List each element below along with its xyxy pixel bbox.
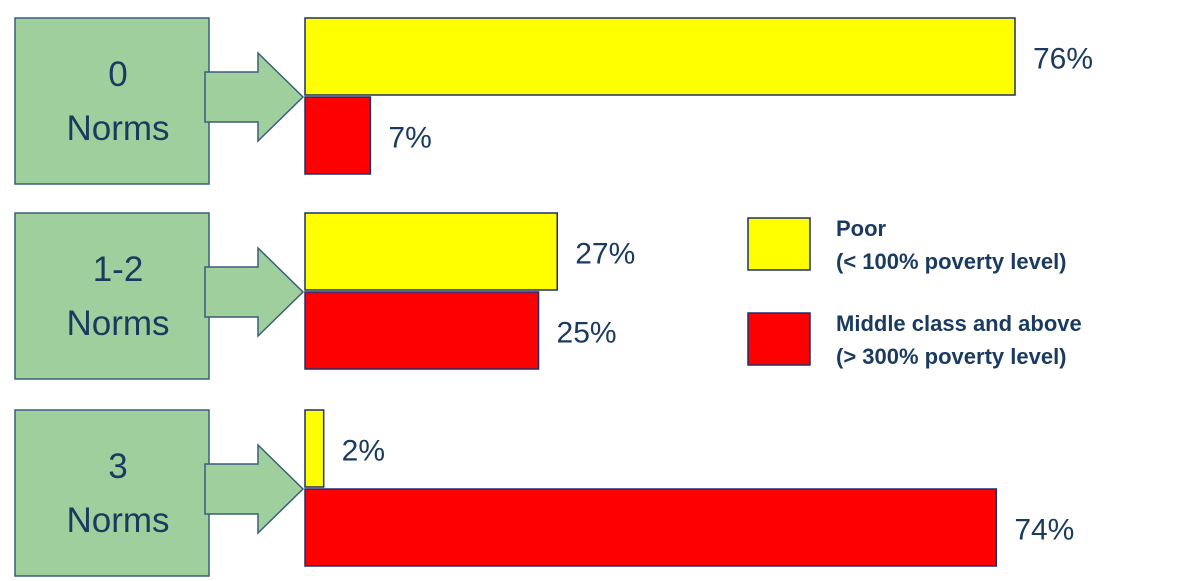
category-box — [14, 17, 210, 185]
bar-middle-class-1 — [304, 291, 540, 370]
bar-poor-0 — [304, 17, 1016, 96]
legend-entry-1: Middle class and above (> 300% poverty le… — [747, 311, 1082, 369]
legend: Poor (< 100% poverty level) Middle class a… — [747, 216, 1082, 369]
legend-swatch — [747, 217, 811, 271]
category-label: 0 Norms — [66, 55, 169, 148]
category-label-line: Norms — [66, 304, 169, 343]
category-callout-2: 3 Norms — [14, 409, 305, 577]
data-label: 27% — [575, 238, 635, 271]
category-callout-1: 1-2 Norms — [14, 212, 305, 380]
arrow-icon — [204, 443, 305, 535]
data-label: 7% — [388, 122, 431, 155]
arrow-icon — [204, 51, 305, 143]
legend-label-line: Middle class and above — [836, 311, 1082, 336]
legend-label-line: (> 300% poverty level) — [836, 344, 1067, 369]
category-label: 3 Norms — [66, 447, 169, 540]
legend-swatch — [747, 312, 811, 366]
category-label-line: Norms — [66, 501, 169, 540]
legend-label-line: Poor — [836, 216, 887, 241]
category-label-line: 3 — [108, 447, 127, 486]
category-label: 1-2 Norms — [66, 250, 169, 343]
category-box — [14, 409, 210, 577]
arrow-icon — [204, 246, 305, 338]
legend-label: Middle class and above (> 300% poverty le… — [836, 311, 1082, 369]
category-box — [14, 212, 210, 380]
data-label: 74% — [1014, 514, 1074, 547]
bar-poor-1 — [304, 212, 558, 291]
data-label: 76% — [1033, 43, 1093, 76]
data-label: 2% — [342, 435, 385, 468]
category-label-line: Norms — [66, 109, 169, 148]
bar-middle-class-2 — [304, 488, 998, 567]
legend-entry-0: Poor (< 100% poverty level) — [747, 216, 1067, 274]
category-callouts: 0 Norms 1-2 Norms 3 Norms — [14, 17, 305, 577]
bar-poor-2 — [304, 409, 325, 488]
category-label-line: 0 — [108, 55, 127, 94]
category-label-line: 1-2 — [93, 250, 144, 289]
data-label: 25% — [557, 317, 617, 350]
category-callout-0: 0 Norms — [14, 17, 305, 185]
bar-middle-class-0 — [304, 96, 372, 175]
bars: 76% 7% 27% 25% 2% 74% — [304, 17, 1093, 567]
legend-label-line: (< 100% poverty level) — [836, 249, 1067, 274]
legend-label: Poor (< 100% poverty level) — [836, 216, 1067, 274]
